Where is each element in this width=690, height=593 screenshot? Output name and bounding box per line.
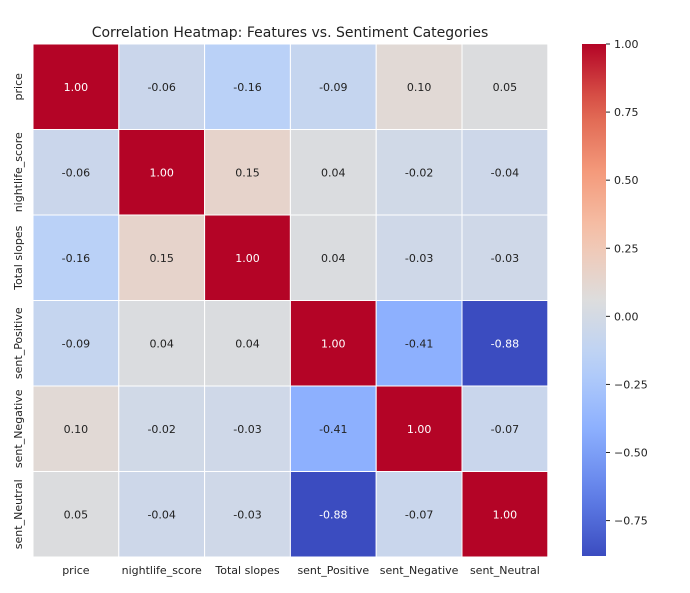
colorbar-tick-label: 0.50 (614, 174, 639, 187)
colorbar-tick-label: −0.25 (614, 378, 648, 391)
heatmap-cell (461, 43, 549, 130)
heatmap-cell (375, 471, 463, 558)
cell-value-label: 0.05 (493, 81, 518, 94)
x-tick-label: sent_Negative (380, 564, 459, 577)
cell-annotations: 1.00 -0.06 -0.16 -0.09 0.10 0.05 -0.06 1.00 0.15… (62, 81, 519, 522)
cell-value-label: 0.15 (235, 166, 260, 179)
heatmap-cell (461, 300, 549, 387)
colorbar-tick-label: −0.50 (614, 447, 648, 460)
heatmap-cell (289, 43, 377, 130)
cell-value-label: -0.03 (405, 252, 433, 265)
cell-value-label: -0.03 (233, 423, 261, 436)
heatmap-cell (289, 214, 377, 301)
cell-value-label: -0.02 (147, 423, 175, 436)
heatmap-cell (118, 129, 206, 216)
cell-value-label: -0.41 (405, 337, 433, 350)
cell-value-label: 1.00 (64, 81, 89, 94)
heatmap-cell (32, 300, 120, 387)
colorbar-tick-label: −0.75 (614, 515, 648, 528)
x-tick-label: Total slopes (214, 564, 279, 577)
heatmap-cell (204, 43, 291, 130)
cell-value-label: 0.04 (321, 166, 346, 179)
cell-value-label: 0.15 (149, 252, 174, 265)
heatmap-cell (118, 43, 206, 130)
heatmap-cell (461, 214, 549, 301)
cell-value-label: 0.10 (64, 423, 89, 436)
heatmap-cell (289, 300, 377, 387)
cell-value-label: 0.04 (149, 337, 174, 350)
heatmap-cell (204, 300, 291, 387)
heatmap-cell (461, 471, 549, 558)
heatmap-cell (375, 43, 463, 130)
cell-value-label: -0.06 (62, 166, 90, 179)
x-tick-labels: price nightlife_score Total slopes sent_Pos… (62, 564, 540, 577)
cell-value-label: -0.88 (491, 337, 519, 350)
x-tick-label: nightlife_score (122, 564, 202, 577)
cell-value-label: 1.00 (321, 337, 346, 350)
heatmap-cell (32, 214, 120, 301)
cell-value-label: 1.00 (493, 508, 518, 521)
x-tick-label: price (62, 564, 90, 577)
cell-value-label: -0.04 (491, 166, 519, 179)
cell-value-label: 0.10 (407, 81, 432, 94)
heatmap-cell (118, 300, 206, 387)
y-tick-label: Total slopes (12, 225, 25, 290)
y-tick-label: nightlife_score (12, 132, 25, 212)
heatmap-cell (461, 385, 549, 472)
cell-value-label: 0.04 (321, 252, 346, 265)
cell-value-label: -0.16 (62, 252, 90, 265)
heatmap-cell (118, 214, 206, 301)
cell-value-label: 1.00 (149, 166, 174, 179)
y-tick-label: sent_Positive (12, 307, 25, 379)
heatmap-cell (289, 129, 377, 216)
cell-value-label: -0.09 (62, 337, 90, 350)
y-tick-labels: price nightlife_score Total slopes sent_Pos… (12, 73, 25, 549)
cell-value-label: -0.88 (319, 508, 347, 521)
heatmap-cell (289, 385, 377, 472)
heatmap-cell (32, 43, 120, 130)
heatmap-cell (32, 471, 120, 558)
heatmap-cell (289, 471, 377, 558)
cell-value-label: -0.03 (491, 252, 519, 265)
cell-value-label: -0.16 (233, 81, 261, 94)
cell-value-label: -0.02 (405, 166, 433, 179)
heatmap-cell (375, 385, 463, 472)
colorbar-tick-label: 1.00 (614, 38, 639, 51)
colorbar: −0.75 −0.50 −0.25 0.00 0.25 0.50 0.75 1.00 (582, 38, 648, 556)
cell-value-label: -0.04 (147, 508, 175, 521)
cell-value-label: -0.07 (405, 508, 433, 521)
cell-value-label: -0.06 (147, 81, 175, 94)
colorbar-tick-label: 0.75 (614, 106, 639, 119)
cell-value-label: 0.04 (235, 337, 260, 350)
cell-value-label: 1.00 (235, 252, 260, 265)
y-tick-label: price (12, 73, 25, 101)
colorbar-tick-label: 0.25 (614, 242, 639, 255)
heatmap-cell (375, 214, 463, 301)
colorbar-tick-label: 0.00 (614, 310, 639, 323)
colorbar-gradient (582, 44, 606, 556)
heatmap-cell (375, 300, 463, 387)
x-tick-label: sent_Neutral (470, 564, 540, 577)
cell-value-label: -0.41 (319, 423, 347, 436)
cell-value-label: 0.05 (64, 508, 89, 521)
cell-value-label: -0.03 (233, 508, 261, 521)
cell-value-label: -0.07 (491, 423, 519, 436)
x-tick-label: sent_Positive (297, 564, 369, 577)
heatmap-cells (32, 43, 549, 558)
heatmap-cell (461, 129, 549, 216)
y-tick-label: sent_Negative (12, 389, 25, 468)
cell-value-label: 1.00 (407, 423, 432, 436)
heatmap-cell (32, 385, 120, 472)
y-tick-label: sent_Neutral (12, 479, 25, 549)
chart-title: Correlation Heatmap: Features vs. Sentim… (92, 25, 489, 41)
cell-value-label: -0.09 (319, 81, 347, 94)
heatmap-cell (204, 385, 291, 472)
